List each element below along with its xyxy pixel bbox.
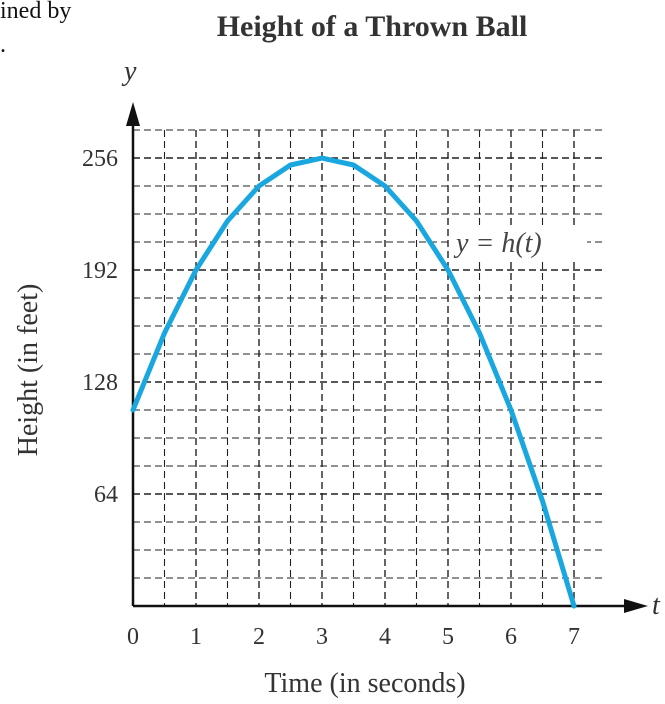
x-tick-label: 4 [379,624,391,650]
y-axis-variable: y [121,56,137,87]
grid [133,129,606,606]
y-tick-label: 128 [82,370,118,396]
curve-label-func: h [501,228,515,259]
y-tick-label: 192 [82,258,118,284]
axes [126,102,648,613]
y-tick-label: 256 [82,146,118,172]
x-tick-label: 1 [190,624,202,650]
curve-label-background [452,228,587,260]
x-axis-variable: t [652,590,661,621]
x-tick-label: 7 [568,624,580,650]
y-tick-label: 64 [94,482,118,508]
x-axis-title: Time (in seconds) [264,668,465,699]
cropped-text-fragment: ined by [0,0,72,24]
x-tick-label: 3 [316,624,328,650]
cropped-text-fragment-2: . [0,32,6,58]
y-tick-labels: 64 128 192 256 [82,146,118,508]
x-tick-label: 5 [442,624,454,650]
x-tick-label: 0 [127,624,139,650]
curve-label-prefix: y = [453,228,501,259]
x-tick-labels: 0 1 2 3 4 5 6 7 [127,624,580,650]
x-axis-arrow-icon [624,599,648,613]
y-axis-title: Height (in feet) [13,284,44,457]
y-axis-arrow-icon [126,102,140,126]
series-line [130,155,577,609]
chart-title: Height of a Thrown Ball [217,10,528,43]
x-tick-label: 2 [253,624,265,650]
curve-label-arg: (t) [515,228,541,259]
curve-label: y = h(t) [453,228,542,259]
x-tick-label: 6 [505,624,517,650]
